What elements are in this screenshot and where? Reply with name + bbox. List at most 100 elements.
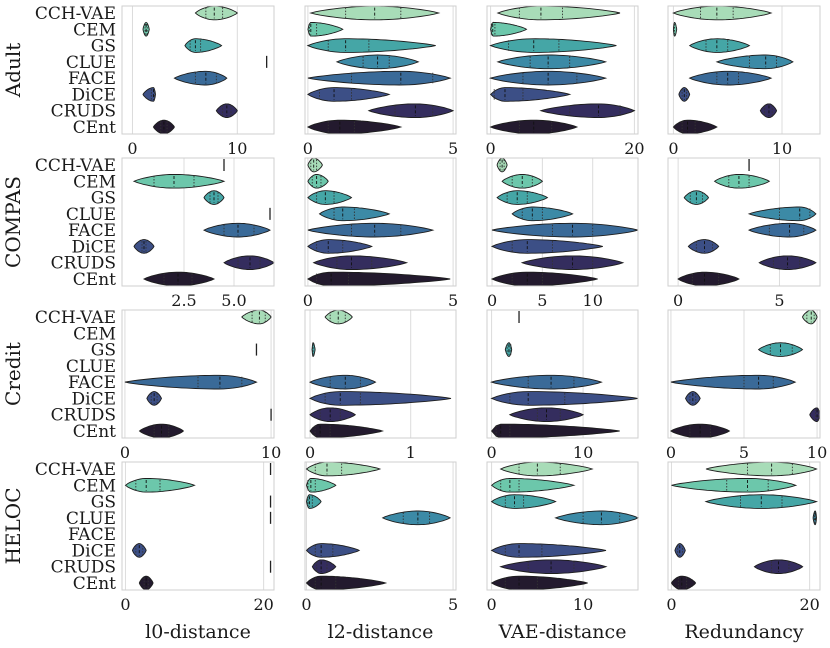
method-label-dice: DiCE: [72, 237, 116, 257]
tick-label: 0: [487, 291, 497, 310]
violin-cruds: [539, 103, 636, 119]
method-label-clue: CLUE: [66, 205, 116, 225]
violin-face: [670, 374, 797, 390]
tick-label: 10: [227, 139, 247, 158]
tick-label: 5: [537, 291, 547, 310]
violin-dice: [308, 391, 452, 406]
violin-cch-vae: [305, 461, 382, 477]
violin-gs: [504, 342, 513, 357]
violin-cem: [490, 478, 576, 493]
tick-label: 0: [127, 139, 137, 158]
method-label-cruds: CRUDS: [51, 406, 116, 426]
violin-cem: [307, 22, 344, 37]
panel-frame: [486, 309, 639, 439]
violin-cem: [671, 477, 798, 493]
method-label-cch-vae: CCH-VAE: [35, 4, 116, 24]
panel-r2-c2: 0 10: [486, 309, 639, 462]
method-label-dice: DiCE: [72, 85, 116, 105]
method-label-gs: GS: [91, 341, 116, 361]
violin-dice: [307, 239, 373, 254]
method-label-dice: DiCE: [72, 541, 116, 561]
violin-dice: [305, 543, 361, 558]
panel-frame: [667, 309, 821, 439]
violin-gs: [688, 38, 751, 53]
tick-label: 10: [772, 139, 792, 158]
column-label-l2-distance: l2-distance: [328, 621, 434, 643]
method-label-clue: CLUE: [66, 509, 116, 529]
method-label-cent: CEnt: [73, 270, 116, 290]
method-label-face: FACE: [68, 525, 116, 545]
method-label-dice: DiCE: [72, 389, 116, 409]
method-label-cent: CEnt: [73, 118, 116, 138]
panel-frame: [667, 5, 821, 135]
method-label-cch-vae: CCH-VAE: [35, 308, 116, 328]
violin-face: [490, 374, 603, 390]
tick-label: 0: [486, 443, 496, 462]
violin-cch-vae: [241, 309, 272, 325]
violin-cch-vae: [194, 5, 239, 21]
method-label-face: FACE: [68, 221, 116, 241]
violin-gs: [306, 38, 436, 53]
tick-label: 10: [573, 595, 593, 614]
tick-label: 5.0: [221, 291, 246, 310]
panel-frame: [667, 157, 821, 287]
violin-face: [688, 70, 773, 86]
violin-face: [308, 374, 377, 390]
violin-clue: [496, 54, 608, 70]
violin-cem: [713, 174, 771, 189]
tick-label: 5: [774, 291, 784, 310]
violin-face: [173, 70, 228, 86]
violin-cem: [124, 478, 196, 493]
violin-cruds: [223, 255, 275, 270]
method-label-cem: CEM: [73, 172, 116, 192]
violin-gs: [306, 494, 322, 509]
panel-r1-c2: 0 5 10: [486, 157, 639, 310]
violin-cent: [306, 271, 451, 287]
tick-label: 1: [406, 443, 416, 462]
violin-cch-vae: [324, 309, 353, 325]
violin-cem: [307, 173, 329, 189]
violin-cruds: [312, 255, 409, 270]
violin-cem: [672, 22, 678, 37]
method-label-cem: CEM: [73, 324, 116, 344]
tick-label: 0: [305, 443, 315, 462]
column-label-redundancy: Redundancy: [684, 621, 804, 643]
violin-cem: [132, 174, 226, 189]
panel-frame: [121, 461, 275, 591]
panel-r2-c3: 0 5 10: [666, 309, 827, 462]
tick-label: 10: [583, 291, 603, 310]
tick-label: 5: [448, 139, 458, 158]
panel-frame: [486, 461, 639, 591]
violin-gs: [184, 38, 223, 53]
violin-face: [202, 222, 271, 238]
method-label-gs: GS: [91, 37, 116, 57]
method-label-cruds: CRUDS: [51, 102, 116, 122]
violin-cent: [490, 271, 598, 287]
violin-face: [747, 222, 817, 238]
tick-label: 0: [673, 291, 683, 310]
tick-label: 0: [303, 139, 313, 158]
violin-face: [124, 374, 258, 390]
violin-cent: [490, 423, 620, 439]
violin-cch-vae: [705, 461, 818, 477]
panel-frame: [304, 309, 457, 439]
violin-dice: [687, 239, 720, 254]
violin-cruds: [309, 407, 357, 422]
panel-r1-c0: 2.5 5.0: [121, 157, 275, 310]
violin-clue: [511, 206, 574, 222]
violin-cch-vae: [307, 157, 323, 173]
method-label-cruds: CRUDS: [51, 558, 116, 578]
column-label-l0-distance: l0-distance: [145, 621, 251, 643]
violin-cent: [142, 271, 216, 287]
violin-cent: [309, 423, 385, 439]
tick-label: 20: [624, 139, 644, 158]
panel-r2-c0: 0 10: [120, 309, 281, 462]
violin-clue: [381, 510, 452, 526]
tick-label: 5: [739, 443, 749, 462]
tick-label: 0: [666, 595, 676, 614]
